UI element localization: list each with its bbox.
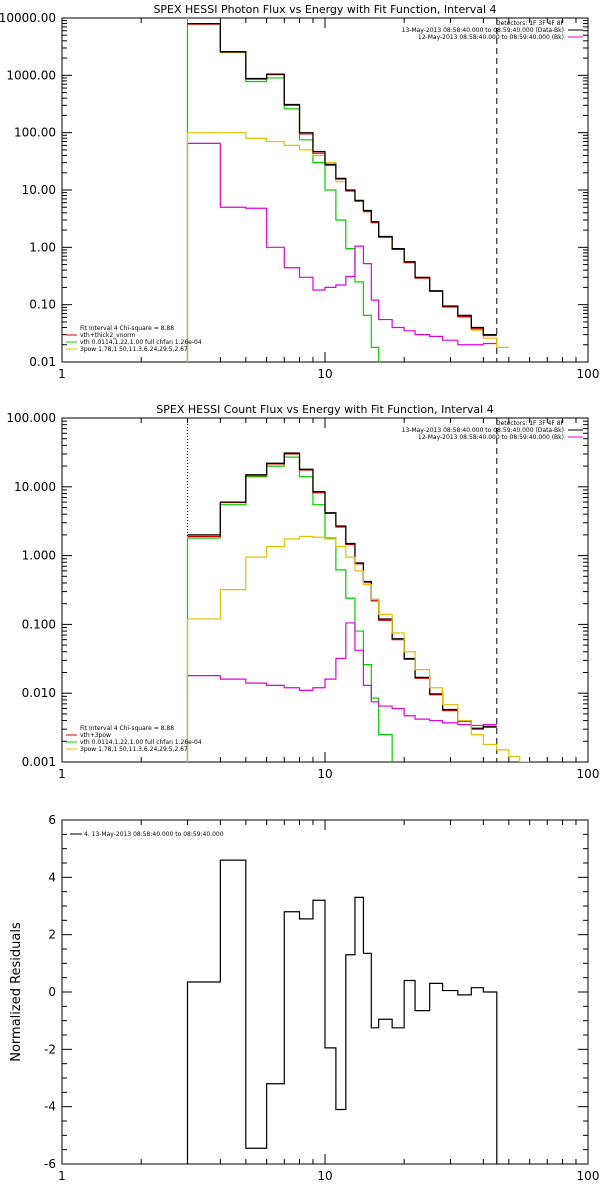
x-tick-label: 1 bbox=[58, 1169, 66, 1183]
info-text: 12-May-2013 08:58:40.000 to 08:59:40.000… bbox=[418, 434, 564, 441]
y-tick-label: 0.10 bbox=[29, 298, 56, 312]
x-tick-label: 100 bbox=[577, 367, 600, 381]
x-tick-label: 100 bbox=[577, 767, 600, 781]
y-tick-label: -4 bbox=[44, 1100, 56, 1114]
total-series bbox=[187, 23, 497, 337]
chart-title: SPEX HESSI Count Flux vs Energy with Fit… bbox=[156, 403, 493, 416]
x-tick-label: 1 bbox=[58, 767, 66, 781]
x-tick-label: 1 bbox=[58, 367, 66, 381]
y-tick-label: 0 bbox=[48, 985, 56, 999]
info-text: 12-May-2013 08:58:40.000 to 08:59:40.000… bbox=[418, 34, 564, 41]
legend-text: vth+3pow bbox=[80, 732, 111, 739]
plot-frame bbox=[61, 417, 589, 763]
background-series bbox=[186, 622, 497, 762]
chart-title: SPEX HESSI Photon Flux vs Energy with Fi… bbox=[153, 3, 496, 16]
y-tick-label: 1000.00 bbox=[6, 68, 56, 82]
y-tick-label: 100.00 bbox=[14, 126, 56, 140]
legend-text: Fit Interval 4 Chi-square = 8.88 bbox=[80, 725, 174, 732]
data-series bbox=[187, 22, 497, 336]
y-tick-label: 2 bbox=[48, 928, 56, 942]
y-tick-label: 10.00 bbox=[22, 183, 56, 197]
y-tick-label: -2 bbox=[44, 1042, 56, 1056]
y-tick-label: 1.00 bbox=[29, 240, 56, 254]
x-tick-label: 10 bbox=[317, 1169, 332, 1183]
legend-text: vth 0.0114,1.22,1.00 full chfan 1.26e-04 bbox=[80, 739, 202, 746]
y-axis-label: Normalized Residuals bbox=[9, 922, 24, 1062]
x-tick-label: 100 bbox=[577, 1169, 600, 1183]
y-tick-label: 4 bbox=[48, 870, 56, 884]
x-tick-label: 10 bbox=[317, 767, 332, 781]
y-tick-label: 10.000 bbox=[14, 480, 56, 494]
powerlaw-series bbox=[186, 535, 530, 762]
y-tick-label: 0.001 bbox=[22, 755, 56, 769]
legend-text: 3pow 1.78,1.50,11.3,6.24,29.5,2.67 bbox=[80, 746, 188, 753]
data-series bbox=[187, 452, 497, 729]
info-text: 13-May-2013 08:58:40.000 to 08:59:40.000… bbox=[402, 427, 564, 434]
legend-text: vth+thick2_vnorm bbox=[80, 332, 136, 339]
y-tick-label: 10000.00 bbox=[0, 11, 56, 25]
info-text: 13-May-2013 08:58:40.000 to 08:59:40.000… bbox=[402, 27, 564, 34]
legend-text: 3pow 1.78,1.50,11.3,6.24,29.5,2.67 bbox=[80, 346, 188, 353]
y-tick-label: 0.01 bbox=[29, 355, 56, 369]
info-text: Detectors: 1F 3F 4F 8F bbox=[496, 20, 565, 27]
residuals-series bbox=[186, 859, 498, 1164]
powerlaw-series bbox=[186, 132, 509, 362]
background-series bbox=[186, 142, 497, 362]
legend-text: Fit Interval 4 Chi-square = 8.88 bbox=[80, 325, 174, 332]
info-text: Detectors: 1F 3F 4F 8F bbox=[496, 420, 565, 427]
x-tick-label: 10 bbox=[317, 367, 332, 381]
y-tick-label: 1.000 bbox=[22, 549, 56, 563]
y-tick-label: 100.000 bbox=[6, 411, 56, 425]
thermal-series bbox=[186, 456, 393, 762]
thermal-series bbox=[186, 22, 380, 362]
y-tick-label: -6 bbox=[44, 1157, 56, 1171]
y-tick-label: 0.010 bbox=[22, 686, 56, 700]
legend-text: 4. 13-May-2013 08:58:40.000 to 08:59:40.… bbox=[84, 831, 224, 838]
total-series bbox=[187, 453, 497, 730]
y-tick-label: 0.100 bbox=[22, 617, 56, 631]
legend-text: vth 0.0114,1.22,1.00 full chfan 1.26e-04 bbox=[80, 339, 202, 346]
y-tick-label: 6 bbox=[48, 813, 56, 827]
